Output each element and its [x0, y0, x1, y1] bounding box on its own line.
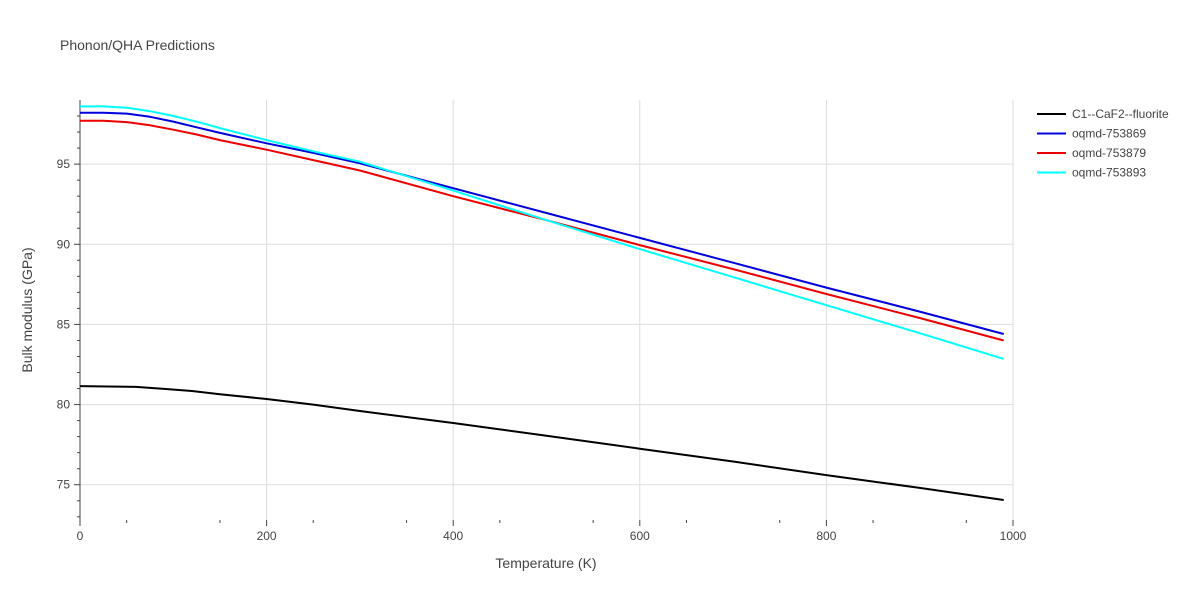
x-axis-title: Temperature (K) [495, 555, 596, 571]
legend-item-3[interactable]: oqmd-753893 [1037, 166, 1146, 180]
x-tick-label-1000: 1000 [1000, 529, 1027, 543]
legend-label-2: oqmd-753879 [1072, 146, 1146, 160]
x-axis-ticks: 0 200 400 600 800 1000 [77, 520, 1027, 543]
legend[interactable]: C1--CaF2--fluorite oqmd-753869 oqmd-753879… [1037, 107, 1169, 180]
legend-item-1[interactable]: oqmd-753869 [1037, 127, 1146, 141]
series-line-3 [80, 105, 1004, 360]
legend-label-3: oqmd-753893 [1072, 166, 1146, 180]
x-tick-label-800: 800 [816, 529, 836, 543]
x-tick-label-600: 600 [630, 529, 650, 543]
legend-item-2[interactable]: oqmd-753879 [1037, 146, 1146, 160]
series-line-0 [79, 385, 1004, 501]
legend-item-0[interactable]: C1--CaF2--fluorite [1037, 107, 1169, 121]
y-gridlines [80, 163, 1013, 486]
x-gridlines [266, 100, 1014, 520]
legend-label-0: C1--CaF2--fluorite [1072, 107, 1169, 121]
y-tick-label-90: 90 [57, 237, 71, 251]
x-tick-label-200: 200 [257, 529, 277, 543]
y-tick-label-80: 80 [57, 398, 71, 412]
x-tick-label-400: 400 [443, 529, 463, 543]
y-tick-label-75: 75 [57, 478, 71, 492]
series-line-2 [80, 119, 1004, 342]
series-line-1 [80, 111, 1004, 335]
y-axis-title: Bulk modulus (GPa) [19, 247, 35, 372]
legend-label-1: oqmd-753869 [1072, 127, 1146, 141]
x-tick-label-0: 0 [77, 529, 84, 543]
y-axis-ticks: 75 80 85 90 95 [57, 115, 80, 518]
y-tick-label-95: 95 [57, 157, 71, 171]
y-tick-label-85: 85 [57, 317, 71, 331]
chart-title: Phonon/QHA Predictions [60, 37, 215, 53]
series-lines [79, 105, 1004, 501]
